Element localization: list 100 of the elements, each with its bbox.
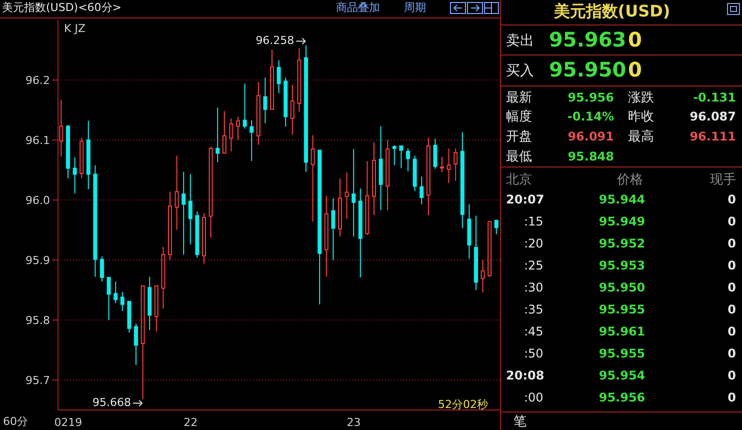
text: 最低 <box>506 150 532 165</box>
candlestick <box>480 260 485 293</box>
candlestick <box>134 323 138 366</box>
text: 0 <box>728 346 736 360</box>
candlestick <box>188 174 192 245</box>
candlestick <box>270 50 274 110</box>
text: :35 <box>524 302 544 316</box>
candlestick <box>358 188 362 278</box>
text: 北京 <box>506 172 532 188</box>
text: 0 <box>728 280 736 294</box>
x-tick-label: 0219 <box>54 416 82 429</box>
text: 0 <box>628 57 642 82</box>
candlestick <box>250 120 254 162</box>
text: 0 <box>728 302 736 316</box>
text: 买入 <box>506 62 534 79</box>
annotation: 95.668 <box>92 396 131 410</box>
text: 0 <box>728 192 736 206</box>
x-tick-label: 23 <box>346 416 361 429</box>
text: 96.111 <box>690 129 736 144</box>
candlestick <box>222 110 226 154</box>
text: -0.131 <box>693 90 736 104</box>
candlestick <box>426 137 430 216</box>
candlestick <box>114 281 118 304</box>
candlestick <box>276 60 281 94</box>
text: 95.950 <box>598 280 646 294</box>
candlestick <box>372 142 376 216</box>
candlestick <box>412 155 417 192</box>
candlestick <box>174 155 179 230</box>
candlestick <box>297 48 302 112</box>
text: 涨跌 <box>628 90 654 106</box>
text: 商品叠加 <box>336 1 380 14</box>
candlestick <box>420 176 424 205</box>
text: :45 <box>524 324 544 338</box>
text: 95.961 <box>598 324 646 338</box>
text: 95.956 <box>568 90 614 104</box>
text: 95.848 <box>568 149 614 164</box>
text: :15 <box>524 214 544 228</box>
candlestick <box>454 148 458 182</box>
candlestick <box>263 77 268 124</box>
text: 96.091 <box>568 129 614 144</box>
text: 95.952 <box>598 236 646 250</box>
candlestick <box>365 160 370 236</box>
text: 60分 <box>3 415 28 428</box>
text: 0 <box>728 368 736 382</box>
candlestick <box>182 171 186 256</box>
text: :25 <box>524 258 544 272</box>
text: :20 <box>524 236 544 250</box>
candlestick <box>208 146 213 238</box>
text: 20:07 <box>506 192 544 206</box>
candlestick <box>318 150 322 305</box>
text: 20:08 <box>506 368 544 382</box>
candlestick <box>474 215 478 290</box>
candlestick <box>378 126 383 211</box>
candlestick <box>154 285 158 332</box>
candlestick <box>80 137 84 179</box>
y-tick-label: 95.8 <box>26 314 50 327</box>
candlestick <box>100 256 104 282</box>
text: 95.955 <box>598 302 646 316</box>
candlestick <box>229 118 234 152</box>
text: 0 <box>728 214 736 228</box>
candlestick <box>93 164 98 278</box>
chart-title: 美元指数(USD)<60分> <box>2 1 122 14</box>
candlestick <box>304 44 308 172</box>
text: :00 <box>524 390 544 404</box>
candlestick <box>467 204 472 260</box>
candlestick <box>352 148 356 238</box>
text: 最新 <box>506 90 532 106</box>
candlestick <box>216 107 220 163</box>
text: 95.953 <box>598 258 646 272</box>
candlestick <box>386 140 390 211</box>
candlestick <box>284 77 288 128</box>
candlestick <box>86 120 90 190</box>
annotation: 52分02秒 <box>438 398 488 412</box>
candlestick <box>324 195 328 278</box>
candlestick <box>406 148 410 172</box>
candlestick <box>310 134 315 222</box>
text: 95.963 <box>549 27 626 52</box>
y-tick-label: 96.0 <box>26 194 50 207</box>
candlestick <box>140 285 145 400</box>
text: 幅度 <box>506 108 532 125</box>
candlestick <box>256 81 260 146</box>
candlestick <box>460 132 464 229</box>
candlestick <box>331 198 336 260</box>
text: 周期 <box>404 1 426 14</box>
text: 95.949 <box>598 214 646 228</box>
text: 0 <box>728 258 736 272</box>
candlestick <box>161 246 166 310</box>
candlestick <box>488 221 492 278</box>
candlestick <box>202 212 206 264</box>
candlestick <box>195 210 200 258</box>
text: 95.950 <box>549 57 626 82</box>
candlestick <box>338 178 342 238</box>
x-tick-label: 22 <box>184 416 198 429</box>
text: 现手 <box>710 172 736 188</box>
text: 0 <box>728 390 736 404</box>
text: 美元指数(USD) <box>552 1 670 20</box>
text: 95.955 <box>598 346 646 360</box>
text: 95.944 <box>598 192 646 206</box>
candlestick <box>433 138 438 170</box>
text: 开盘 <box>506 130 532 145</box>
